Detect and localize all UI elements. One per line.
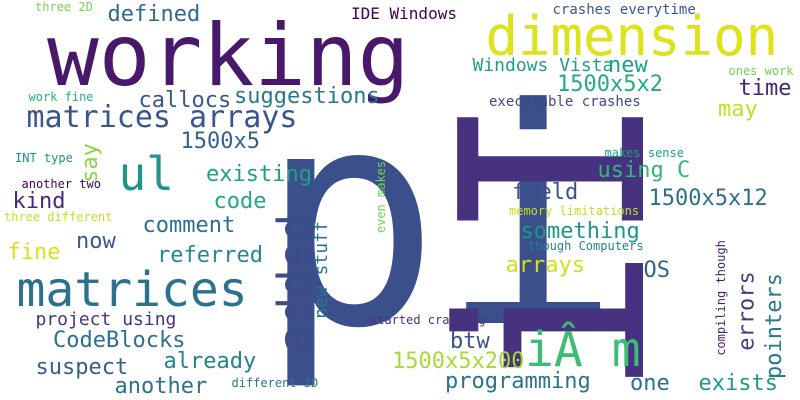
cloud-word: arrays — [505, 253, 585, 278]
cloud-word: different 3D — [231, 376, 319, 390]
cloud-word: existing — [206, 162, 312, 187]
cloud-word: CodeBlocks — [53, 328, 186, 353]
cloud-word: 1500x5x12 — [648, 186, 768, 211]
cloud-word: memory limitations — [509, 204, 640, 218]
cloud-word: suspect — [35, 355, 129, 380]
cloud-word: new — [608, 53, 648, 78]
cloud-word: project using — [35, 309, 177, 330]
cloud-word: even makes — [374, 160, 389, 234]
cloud-word: two 1D — [404, 220, 419, 264]
cloud-word: matrices arrays — [26, 100, 298, 135]
cloud-word: though Computers — [528, 239, 644, 253]
cloud-word: makes sense — [604, 146, 684, 160]
cloud-word: started crashing — [370, 313, 486, 327]
cloud-word: executable crashes — [489, 94, 641, 110]
cloud-word: Windows Vista — [472, 55, 614, 76]
cloud-word: IDE Windows — [351, 4, 457, 23]
cloud-word: 1500x5x200 — [392, 349, 525, 374]
cloud-word: ones work — [728, 64, 794, 78]
cloud-word: pointers — [761, 273, 787, 379]
cloud-word: comment — [142, 213, 236, 238]
cloud-word: btw — [450, 329, 490, 354]
cloud-word: 1500x5x2 — [557, 72, 663, 97]
cloud-word: one — [630, 371, 670, 396]
cloud-word: another — [114, 374, 208, 399]
cloud-word: OS — [643, 258, 671, 283]
cloud-word: matrices — [16, 262, 248, 318]
cloud-word: using C — [597, 158, 691, 183]
cloud-word: three different — [4, 210, 113, 224]
cloud-word: another two — [21, 177, 101, 191]
cloud-word: compiling though — [713, 240, 728, 356]
cloud-word: working — [47, 6, 410, 106]
cloud-word: something — [520, 219, 640, 244]
cloud-word: time — [738, 76, 792, 101]
cloud-word: pi — [259, 45, 621, 394]
cloud-word: crashes everytime — [552, 2, 696, 18]
cloud-word: iÂ m — [525, 322, 641, 378]
cloud-word: new stuff — [310, 221, 332, 319]
cloud-word: suggestions — [234, 84, 380, 109]
cloud-word: INT type — [15, 151, 73, 165]
cloud-word: programming — [445, 369, 591, 394]
cloud-word: code — [213, 189, 267, 214]
cloud-word: now — [76, 229, 116, 254]
cloud-word: errors — [734, 271, 760, 351]
cloud-word: ul — [118, 147, 174, 201]
cloud-word: callocs — [138, 88, 232, 113]
cloud-word: three 2D — [35, 0, 93, 14]
cloud-word: referred — [157, 243, 263, 268]
cloud-word: may — [718, 97, 758, 122]
cloud-word: defined — [107, 2, 201, 27]
cloud-word: already — [163, 349, 257, 374]
cloud-word: 1500x5 — [180, 129, 260, 154]
cloud-word: work fine — [28, 90, 94, 104]
cloud-word: field — [512, 180, 579, 205]
cloud-word: fine — [7, 240, 61, 265]
cloud-word: exists — [698, 371, 778, 396]
cloud-word: dimension — [485, 5, 779, 68]
cloud-word: kind — [12, 189, 66, 214]
